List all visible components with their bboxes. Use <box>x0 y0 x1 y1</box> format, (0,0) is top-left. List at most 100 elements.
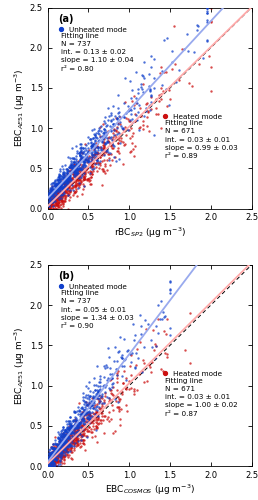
Point <box>57 442 61 450</box>
Point <box>61 188 65 196</box>
Point <box>85 410 89 418</box>
Point <box>65 444 69 452</box>
Point <box>61 165 66 173</box>
Point <box>61 186 66 194</box>
Point <box>100 151 104 159</box>
Point <box>73 181 77 189</box>
Point <box>47 462 51 470</box>
Point <box>130 132 134 140</box>
Point <box>91 401 95 409</box>
Point <box>59 454 63 462</box>
Point <box>205 9 209 17</box>
Point <box>56 204 60 212</box>
Point <box>147 70 151 78</box>
Point <box>74 428 78 436</box>
Point <box>84 152 88 160</box>
Point <box>75 170 79 178</box>
Point <box>127 106 131 114</box>
Point <box>58 200 62 208</box>
Point <box>60 183 64 191</box>
Point <box>58 182 62 190</box>
Point <box>75 166 79 173</box>
Point <box>49 186 53 194</box>
Point <box>74 174 78 182</box>
Point <box>117 134 121 141</box>
Point <box>81 426 85 434</box>
Point <box>74 168 78 176</box>
Point <box>70 431 75 439</box>
Point <box>95 167 99 175</box>
Point <box>71 434 75 442</box>
Point <box>64 444 68 452</box>
Point <box>79 431 83 439</box>
Point <box>80 422 84 430</box>
Point <box>196 22 200 30</box>
Point <box>102 136 106 143</box>
Point <box>80 404 84 411</box>
Point <box>102 128 106 136</box>
Point <box>70 160 74 168</box>
Point <box>66 174 70 182</box>
Point <box>80 166 85 174</box>
Point <box>51 444 55 452</box>
Point <box>81 396 85 404</box>
Point <box>64 177 68 185</box>
Point <box>57 442 61 450</box>
Point <box>62 446 66 454</box>
Point <box>73 172 77 179</box>
Point <box>76 426 80 434</box>
Point <box>67 433 71 441</box>
Point <box>87 177 91 185</box>
Point <box>123 122 127 130</box>
Point <box>64 444 68 452</box>
Point <box>133 142 137 150</box>
Point <box>132 387 136 395</box>
Point <box>56 178 60 186</box>
Point <box>93 130 97 138</box>
Point <box>205 10 209 18</box>
Point <box>108 149 112 157</box>
Point <box>51 202 55 210</box>
Point <box>63 441 67 449</box>
Point <box>58 450 62 458</box>
Point <box>82 176 86 184</box>
Point <box>59 197 63 205</box>
Point <box>101 141 105 149</box>
Point <box>47 197 51 205</box>
Point <box>135 116 139 124</box>
Point <box>77 429 81 437</box>
Point <box>57 192 61 200</box>
Point <box>65 439 69 447</box>
Point <box>84 409 88 417</box>
Point <box>76 157 80 165</box>
Point <box>49 459 53 467</box>
Point <box>72 434 76 442</box>
Point <box>93 134 97 141</box>
Point <box>73 416 77 424</box>
Point <box>61 178 65 186</box>
Point <box>84 402 88 409</box>
Point <box>81 439 85 447</box>
Point <box>109 116 113 124</box>
Point <box>81 421 85 429</box>
Point <box>70 428 74 436</box>
Point <box>101 136 105 143</box>
Point <box>53 461 57 469</box>
Point <box>48 198 52 205</box>
Point <box>94 406 98 414</box>
Point <box>61 200 65 207</box>
Point <box>53 196 57 204</box>
Point <box>110 374 114 382</box>
Point <box>52 195 56 203</box>
Point <box>46 204 51 212</box>
Point <box>71 173 75 181</box>
Point <box>72 425 76 433</box>
Point <box>60 190 64 198</box>
Point <box>127 104 131 112</box>
Point <box>105 363 109 371</box>
Point <box>61 430 65 438</box>
Point <box>60 448 64 456</box>
Point <box>116 156 120 164</box>
Point <box>76 167 80 175</box>
Point <box>102 140 106 148</box>
